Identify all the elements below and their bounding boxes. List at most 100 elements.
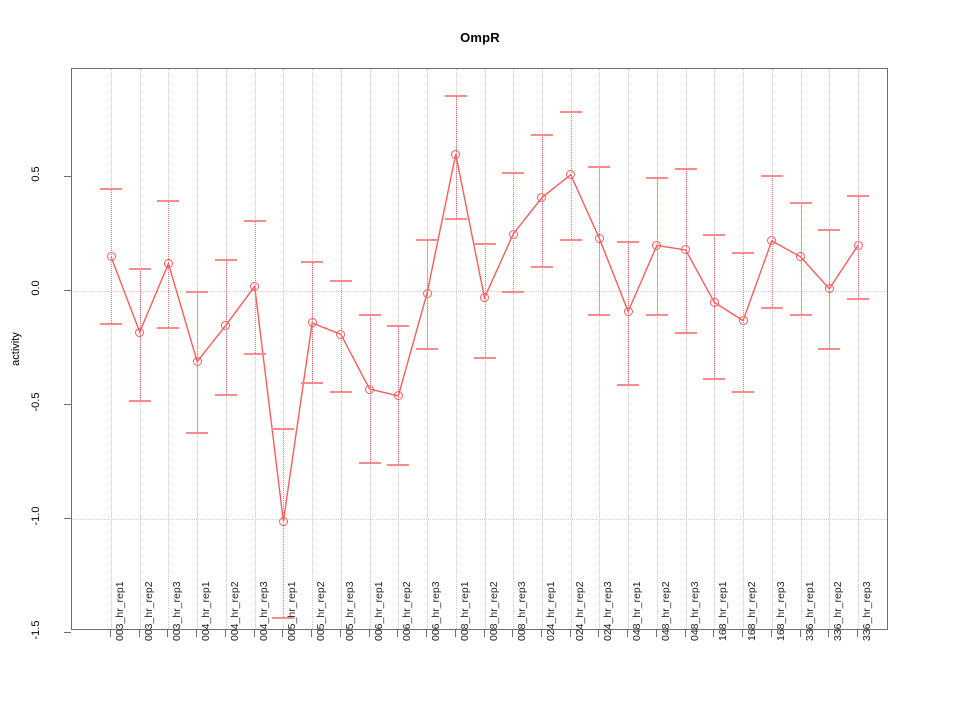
vertical-gridline: [656, 69, 658, 629]
x-tick-label: 336_hr_rep2: [832, 581, 845, 641]
error-bar-cap-upper: [847, 195, 869, 198]
error-bar-cap-upper: [588, 165, 611, 168]
x-tick-label: 005_hr_rep1: [286, 581, 299, 641]
x-tick-mark: [426, 630, 428, 637]
chart-title: OmpR: [460, 30, 500, 45]
x-tick-label: 004_hr_rep2: [228, 581, 241, 641]
y-tick-label: 0.5: [30, 166, 42, 182]
y-tick-mark: [64, 518, 71, 519]
error-bar-cap-upper: [559, 110, 582, 113]
error-bar-cap-upper: [530, 133, 553, 136]
error-bar-cap-lower: [243, 352, 266, 355]
error-bar-cap-upper: [186, 291, 209, 293]
y-tick-mark: [64, 404, 71, 405]
data-point[interactable]: [709, 297, 719, 307]
x-tick-label: 005_hr_rep3: [343, 581, 356, 641]
x-tick-label: 168_hr_rep2: [746, 581, 759, 641]
x-tick-label: 048_hr_rep1: [631, 581, 644, 641]
error-bar-cap-lower: [818, 348, 841, 350]
error-bar-cap-lower: [444, 218, 467, 221]
x-tick-mark: [167, 630, 169, 637]
data-point[interactable]: [623, 307, 633, 317]
error-bar-cap-lower: [272, 617, 295, 620]
data-point[interactable]: [853, 240, 863, 250]
data-point[interactable]: [336, 329, 346, 339]
x-tick-mark: [138, 630, 140, 637]
error-bar-cap-upper: [128, 268, 151, 271]
x-tick-mark: [540, 630, 542, 637]
data-point[interactable]: [422, 288, 432, 298]
data-point[interactable]: [307, 318, 317, 328]
data-point[interactable]: [594, 234, 604, 244]
y-tick-label: -1.5: [30, 620, 42, 640]
data-point[interactable]: [508, 229, 518, 239]
x-tick-label: 004_hr_rep3: [257, 581, 270, 641]
error-bar-cap-lower: [387, 464, 410, 467]
error-bar-cap-lower: [100, 322, 122, 325]
error-bar-cap-lower: [674, 332, 697, 335]
error-bar-cap-lower: [301, 382, 324, 385]
data-point[interactable]: [537, 193, 547, 203]
error-bar-cap-lower: [760, 306, 783, 309]
x-tick-label: 336_hr_rep3: [861, 581, 873, 641]
error-bar-cap-lower: [214, 393, 237, 396]
error-bar-cap-lower: [847, 297, 869, 300]
error-bar-cap-upper: [502, 172, 525, 175]
x-tick-mark: [770, 630, 772, 637]
error-bar-cap-upper: [214, 259, 237, 262]
error-bar-cap-lower: [473, 357, 496, 360]
data-point[interactable]: [480, 293, 489, 303]
x-tick-mark: [196, 630, 198, 637]
data-point[interactable]: [250, 281, 260, 291]
error-bar-cap-lower: [530, 265, 553, 268]
data-point[interactable]: [451, 149, 461, 159]
data-point[interactable]: [681, 245, 691, 255]
x-tick-mark: [253, 630, 255, 637]
vertical-gridline: [858, 69, 859, 629]
x-tick-mark: [713, 630, 715, 637]
error-bar-cap-lower: [789, 313, 812, 316]
vertical-gridline: [771, 69, 773, 629]
error-bar-cap-upper: [387, 325, 410, 328]
x-tick-mark: [339, 630, 341, 637]
y-tick-mark: [64, 632, 71, 633]
y-axis-label: activity: [10, 332, 22, 366]
data-point[interactable]: [106, 252, 116, 262]
x-tick-label: 048_hr_rep3: [688, 581, 701, 641]
data-point[interactable]: [393, 391, 403, 401]
x-tick-label: 168_hr_rep1: [717, 581, 730, 641]
x-tick-mark: [512, 630, 514, 637]
vertical-gridline: [168, 69, 170, 629]
error-bar-cap-lower: [559, 238, 582, 241]
plot-area: [71, 68, 888, 630]
x-tick-mark: [742, 630, 744, 637]
data-point[interactable]: [192, 357, 202, 367]
x-tick-label: 024_hr_rep2: [573, 581, 586, 641]
data-point[interactable]: [221, 320, 231, 330]
data-point[interactable]: [163, 259, 173, 269]
error-bar-cap-lower: [157, 327, 180, 330]
vertical-gridline: [599, 69, 601, 629]
error-bar-cap-upper: [645, 177, 668, 179]
data-point[interactable]: [278, 516, 288, 526]
x-tick-mark: [282, 630, 284, 637]
x-tick-label: 008_hr_rep3: [516, 581, 529, 641]
data-point[interactable]: [796, 252, 806, 262]
error-bar-cap-upper: [444, 94, 467, 97]
error-bar-cap-lower: [588, 313, 611, 316]
data-point[interactable]: [365, 384, 375, 394]
data-point[interactable]: [767, 236, 777, 246]
x-tick-label: 005_hr_rep2: [315, 581, 328, 641]
data-point[interactable]: [566, 170, 576, 180]
error-bar-cap-lower: [186, 432, 209, 435]
x-tick-mark: [857, 630, 858, 637]
data-point[interactable]: [652, 240, 662, 250]
data-point[interactable]: [824, 284, 834, 294]
error-bar-cap-upper: [358, 313, 381, 316]
data-point[interactable]: [135, 327, 145, 337]
y-tick-mark: [64, 290, 71, 291]
error-bar-cap-upper: [329, 279, 352, 282]
x-tick-label: 006_hr_rep3: [430, 581, 443, 641]
data-point[interactable]: [738, 316, 748, 326]
x-tick-mark: [828, 630, 830, 637]
